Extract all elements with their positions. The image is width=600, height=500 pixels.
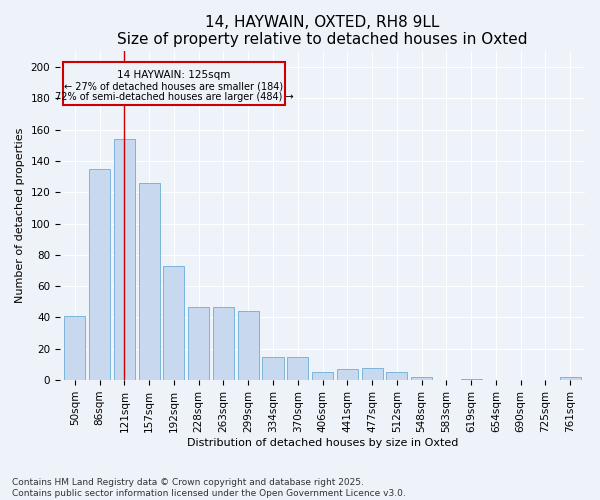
Text: ← 27% of detached houses are smaller (184): ← 27% of detached houses are smaller (18… [64, 81, 283, 91]
Bar [114, 139, 135, 380]
X-axis label: Distribution of detached houses by size in Oxted: Distribution of detached houses by size … [187, 438, 458, 448]
Bar [337, 369, 358, 380]
Bar [62, 62, 286, 104]
Bar [386, 372, 407, 380]
Bar [362, 368, 383, 380]
Text: 72% of semi-detached houses are larger (484) →: 72% of semi-detached houses are larger (… [55, 92, 293, 102]
Bar [312, 372, 333, 380]
Bar [262, 356, 284, 380]
Bar [461, 378, 482, 380]
Bar [188, 306, 209, 380]
Bar [213, 306, 234, 380]
Text: Contains HM Land Registry data © Crown copyright and database right 2025.
Contai: Contains HM Land Registry data © Crown c… [12, 478, 406, 498]
Bar [560, 377, 581, 380]
Bar [238, 311, 259, 380]
Bar [163, 266, 184, 380]
Bar [139, 183, 160, 380]
Bar [411, 377, 432, 380]
Y-axis label: Number of detached properties: Number of detached properties [15, 128, 25, 304]
Bar [89, 169, 110, 380]
Text: 14 HAYWAIN: 125sqm: 14 HAYWAIN: 125sqm [117, 70, 230, 80]
Title: 14, HAYWAIN, OXTED, RH8 9LL
Size of property relative to detached houses in Oxte: 14, HAYWAIN, OXTED, RH8 9LL Size of prop… [117, 15, 528, 48]
Bar [287, 356, 308, 380]
Bar [64, 316, 85, 380]
